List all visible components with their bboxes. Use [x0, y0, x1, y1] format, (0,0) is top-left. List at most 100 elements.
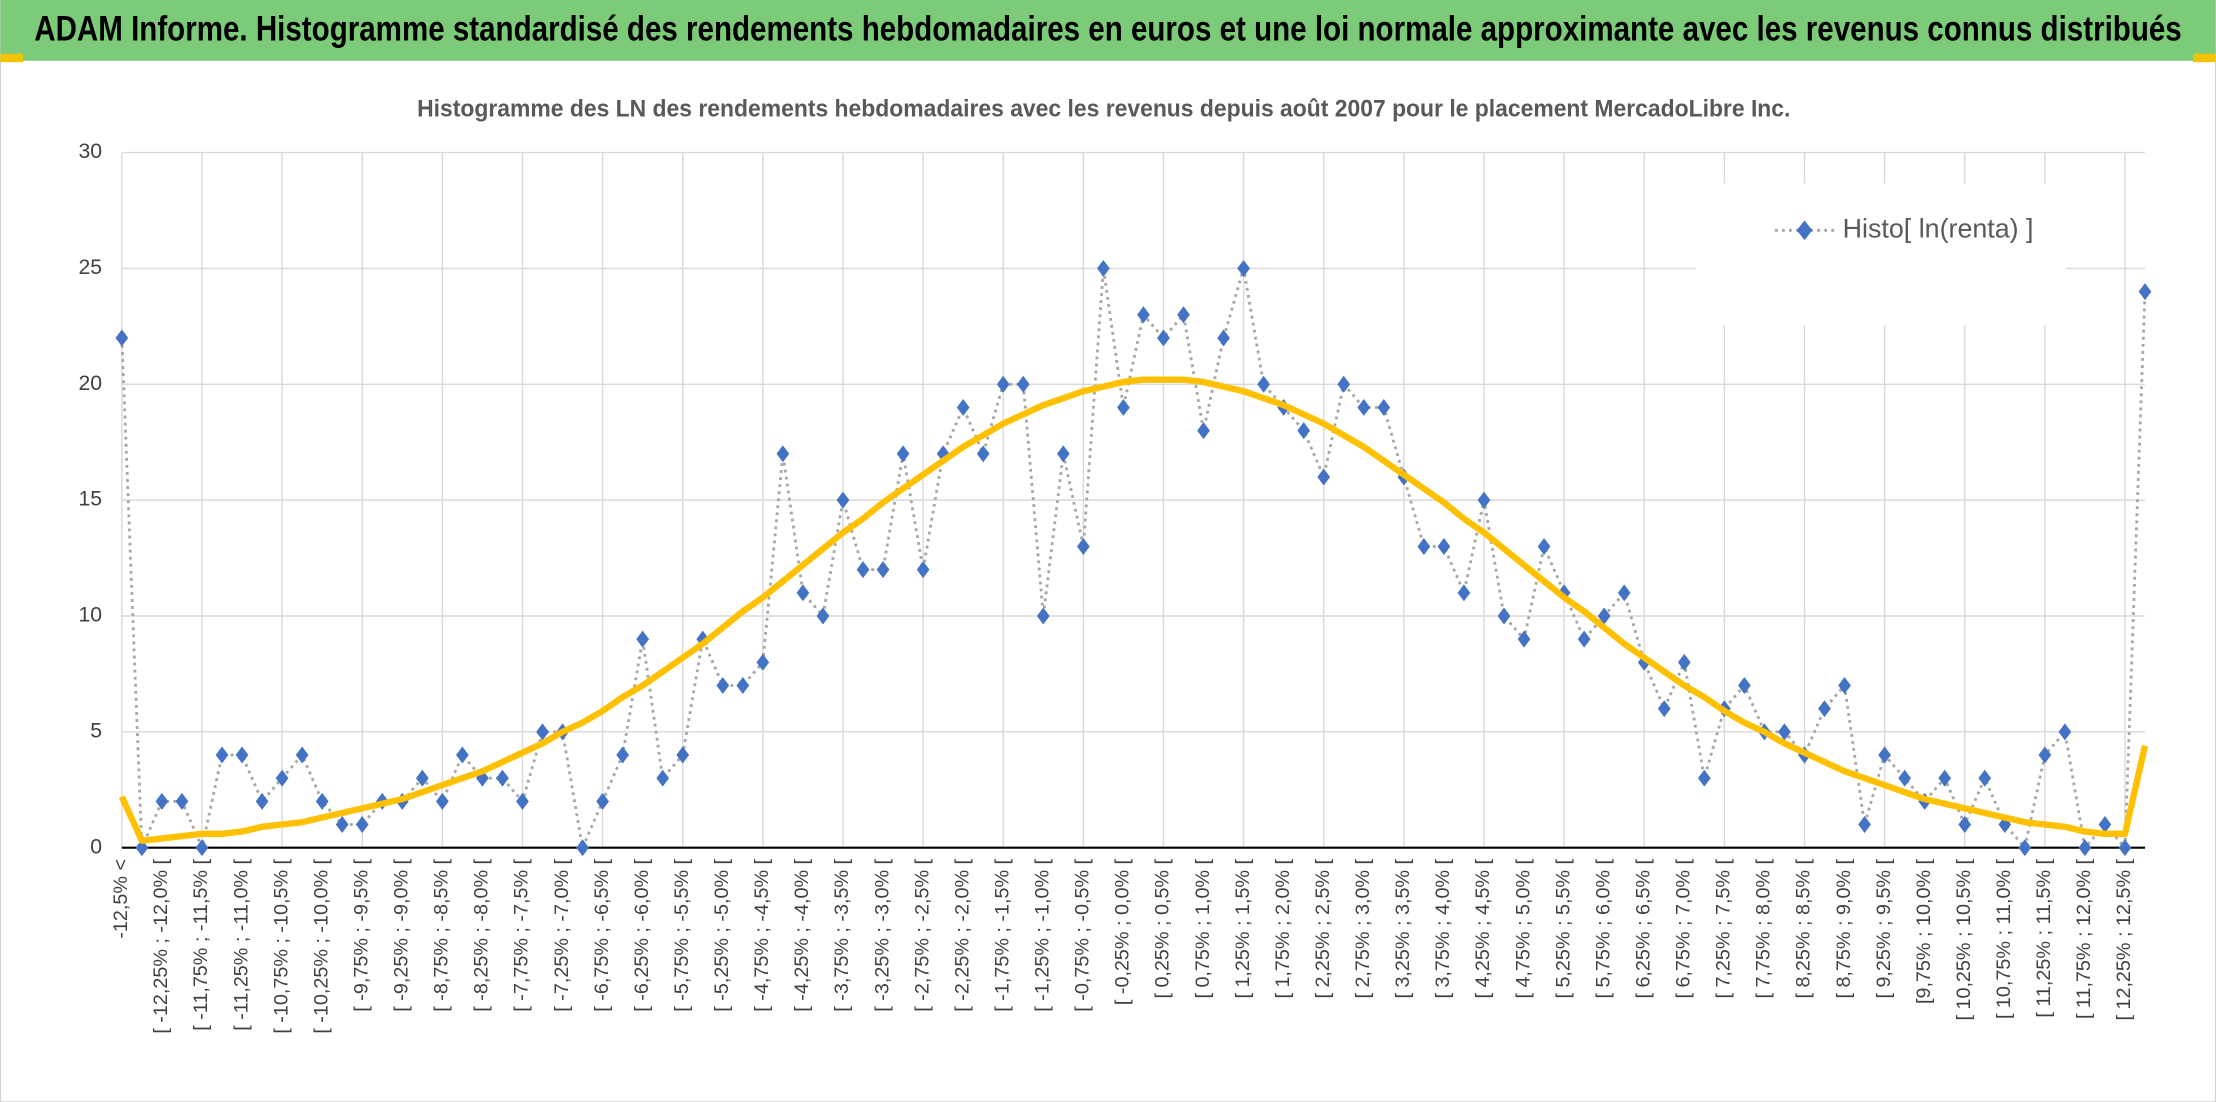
header-accent: [2193, 53, 2216, 63]
x-tick-label: [ -1,25% ; -1,0% [: [1032, 858, 1054, 1011]
marker: [916, 561, 930, 579]
marker: [1337, 375, 1351, 393]
y-tick-label: 20: [78, 372, 102, 395]
x-tick-label: [ 2,25% ; 2,5% [: [1312, 858, 1334, 998]
x-tick-label: [ 5,25% ; 5,5% [: [1552, 858, 1574, 998]
marker: [1577, 630, 1591, 648]
y-tick-label: 25: [78, 256, 102, 279]
x-tick-label: [ -12,25% ; -12,0% [: [150, 858, 172, 1033]
marker: [1137, 306, 1150, 324]
y-tick-label: 30: [78, 140, 102, 163]
x-tick-label: [ -6,25% ; -6,0% [: [631, 858, 653, 1011]
marker: [2118, 839, 2132, 857]
x-tick-label: [ -8,75% ; -8,5% [: [431, 858, 453, 1011]
marker: [235, 746, 249, 764]
marker: [656, 769, 670, 787]
marker: [536, 723, 549, 741]
x-tick-label: [ -8,25% ; -8,0% [: [471, 858, 493, 1011]
marker: [756, 653, 770, 671]
marker: [996, 375, 1010, 393]
marker: [115, 329, 129, 347]
x-tick-label: [ -3,75% ; -3,5% [: [831, 858, 853, 1011]
x-tick-label: [ 3,25% ; 3,5% [: [1392, 858, 1414, 998]
x-tick-label: [ -0,25% ; 0,0% [: [1112, 858, 1134, 1005]
marker: [2038, 746, 2052, 764]
marker: [175, 792, 189, 810]
x-tick-label: [9,75% ; 10,0% [: [1913, 858, 1935, 1004]
x-tick-label: [ 8,75% ; 9,0% [: [1833, 858, 1855, 998]
marker: [1457, 584, 1471, 602]
marker: [215, 746, 229, 764]
y-tick-label: 0: [90, 835, 102, 858]
legend-marker: [1796, 220, 1813, 241]
marker: [1517, 630, 1531, 648]
marker: [415, 769, 429, 787]
marker: [1818, 700, 1831, 718]
marker: [1697, 769, 1711, 787]
x-tick-label: [ -5,75% ; -5,5% [: [671, 858, 693, 1011]
x-tick-label: [ 5,75% ; 6,0% [: [1592, 858, 1614, 998]
x-tick-label: [ -5,25% ; -5,0% [: [711, 858, 733, 1011]
marker: [1537, 538, 1551, 555]
x-tick-label: [ 6,75% ; 7,0% [: [1673, 858, 1695, 998]
x-tick-label: [ -7,25% ; -7,0% [: [551, 858, 573, 1011]
marker: [596, 792, 609, 810]
marker: [1617, 584, 1631, 602]
marker: [1157, 329, 1170, 347]
x-tick-label: [ 7,75% ; 8,0% [: [1753, 858, 1775, 998]
marker: [636, 630, 650, 648]
marker: [736, 677, 750, 694]
x-tick-label: [ -11,25% ; -11,0% [: [230, 859, 252, 1031]
marker: [1597, 607, 1611, 625]
marker: [1197, 422, 1210, 440]
y-tick-label: 10: [78, 604, 102, 627]
x-tick-label: [ -4,75% ; -4,5% [: [751, 858, 773, 1011]
x-tick-label: [ 4,25% ; 4,5% [: [1472, 858, 1494, 998]
marker: [1878, 746, 1891, 764]
marker: [295, 746, 309, 764]
x-tick-label: [ -7,75% ; -7,5% [: [511, 858, 533, 1011]
chart-title: Histogramme des LN des rendements hebdom…: [417, 96, 1790, 123]
marker: [1056, 445, 1070, 463]
marker: [1778, 723, 1791, 741]
marker: [776, 445, 790, 463]
marker: [195, 839, 209, 857]
marker: [1958, 816, 1972, 833]
x-tick-label: -12,5% <: [110, 859, 132, 939]
y-tick-label: 5: [90, 719, 102, 742]
marker: [816, 607, 830, 625]
marker: [1978, 769, 1992, 787]
marker: [1898, 769, 1911, 787]
x-tick-label: [ 1,75% ; 2,0% [: [1272, 858, 1294, 998]
marker: [275, 769, 289, 787]
x-tick-label: [ 0,75% ; 1,0% [: [1192, 858, 1214, 998]
marker: [856, 561, 870, 579]
x-tick-label: [ 1,25% ; 1,5% [: [1232, 858, 1254, 998]
x-tick-label: [ 10,75% ; 11,0% [: [1993, 858, 2015, 1019]
marker: [1477, 491, 1491, 509]
marker: [1497, 607, 1511, 625]
marker: [2098, 816, 2112, 833]
marker: [1738, 677, 1751, 694]
marker: [876, 561, 890, 579]
marker: [1858, 816, 1871, 833]
marker: [1437, 538, 1451, 555]
marker: [2078, 839, 2092, 857]
x-tick-label: [ 2,75% ; 3,0% [: [1352, 858, 1374, 998]
marker: [1938, 769, 1952, 787]
x-tick-label: [ -11,75% ; -11,5% [: [190, 859, 212, 1031]
normal-curve: [118, 376, 2149, 844]
x-tick-label: [ 4,75% ; 5,0% [: [1512, 858, 1534, 998]
marker: [836, 491, 850, 509]
x-tick-label: [ 9,25% ; 9,5% [: [1873, 858, 1895, 998]
x-tick-label: [ -2,25% ; -2,0% [: [951, 858, 973, 1011]
x-tick-label: [ 6,25% ; 6,5% [: [1632, 858, 1654, 998]
x-tick-label: [ -10,75% ; -10,5% [: [270, 858, 292, 1033]
marker: [1838, 677, 1851, 694]
marker: [315, 792, 329, 810]
x-tick-label: [ -2,75% ; -2,5% [: [911, 858, 933, 1011]
marker: [1677, 653, 1691, 671]
legend: Histo[ ln(renta) ]: [1695, 183, 2066, 325]
marker: [896, 445, 910, 463]
